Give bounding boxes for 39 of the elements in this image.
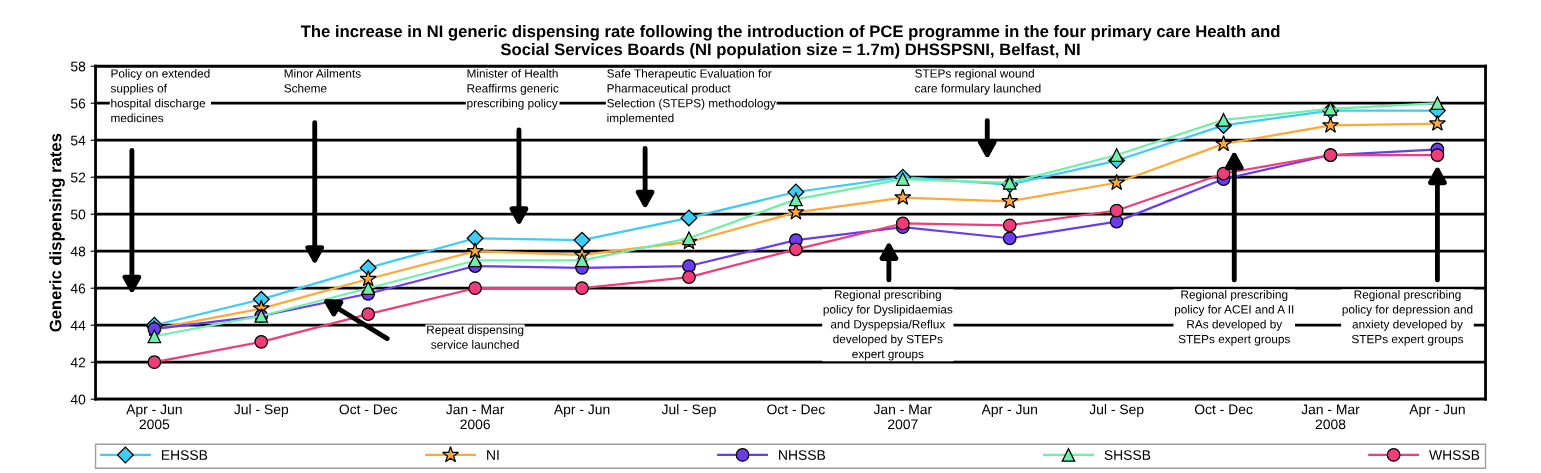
legend-label: NHSSB xyxy=(779,450,826,460)
y-tick-label: 44 xyxy=(70,320,86,331)
x-tick-label: Jan - Mar 2006 xyxy=(446,404,505,430)
annotation: Regional prescribing policy for depression and anxiety developed by STEPs expert groups xyxy=(1342,290,1473,346)
annotation: Safe Therapeutic Evaluation for Pharmaceutical product Selection (STEPS) methodology implemented xyxy=(607,68,776,125)
y-axis-title: Generic dispensing rates xyxy=(49,133,65,332)
annotation: Minor Ailments Scheme xyxy=(284,68,361,93)
x-tick-label: Oct - Dec xyxy=(1194,404,1253,415)
y-tick-label: 46 xyxy=(70,283,86,294)
x-tick-label: Oct - Dec xyxy=(339,404,398,415)
y-tick-label: 52 xyxy=(70,172,86,183)
y-tick-label: 40 xyxy=(70,394,86,405)
annotation: Regional prescribing policy for ACEI and A II RAs developed by STEPs expert groups xyxy=(1174,290,1294,346)
x-tick-label: Jul - Sep xyxy=(661,404,716,418)
annotation: STEPs regional wound care formulary launched xyxy=(915,68,1041,95)
legend-label: EHSSB xyxy=(161,450,208,460)
y-tick-label: 50 xyxy=(70,209,86,220)
annotation: Minister of Health Reaffirms generic prescribing policy xyxy=(467,68,559,110)
x-tick-label: Apr - Jun xyxy=(553,404,610,418)
annotation: Regional prescribing policy for Dyslipidaemias and Dyspepsia/Reflux developed by STEPs expert groups xyxy=(823,290,953,361)
chart-title: The increase in NI generic dispensing rate following the introduction of PCE programme in the four primary care Health and Social Services Boards (NI population size = 1.7m) DHSSPSNI, Belfast, NI xyxy=(300,25,1280,59)
annotation: Policy on extended supplies of hospital discharge medicines xyxy=(110,68,210,123)
x-tick-label: Jul - Sep xyxy=(1089,404,1144,418)
x-tick-label: Jan - Mar 2008 xyxy=(1301,404,1360,430)
legend-label: SHSSB xyxy=(1104,450,1151,460)
legend-label: NI xyxy=(487,450,499,460)
y-tick-label: 54 xyxy=(70,135,86,146)
annotation: Repeat dispensing service launched xyxy=(427,325,524,349)
y-tick-label: 42 xyxy=(70,357,86,368)
x-tick-label: Jan - Mar 2007 xyxy=(873,404,932,430)
y-tick-label: 58 xyxy=(70,61,86,72)
y-tick-label: 56 xyxy=(70,98,86,109)
x-tick-label: Jul - Sep xyxy=(234,404,289,418)
x-tick-label: Oct - Dec xyxy=(767,404,825,415)
legend-label: WHSSB xyxy=(1429,450,1480,460)
y-tick-label: 48 xyxy=(70,246,86,257)
x-tick-label: Apr - Jun xyxy=(1409,404,1465,418)
x-tick-label: Apr - Jun 2005 xyxy=(126,404,182,430)
x-tick-label: Apr - Jun xyxy=(981,404,1037,418)
